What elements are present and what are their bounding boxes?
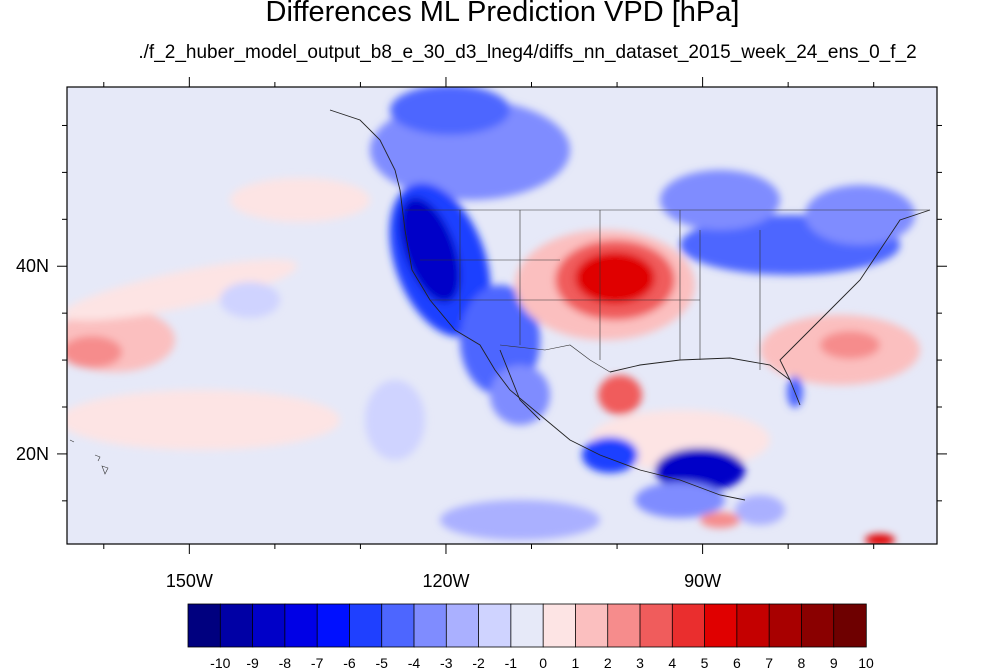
field-patch: [399, 197, 461, 303]
gulf-atlantic-coastline: [609, 209, 931, 406]
colorbar-swatch: [510, 603, 544, 648]
colorbar-label: -3: [440, 655, 453, 671]
chart-title: Differences ML Prediction VPD [hPa]: [265, 0, 740, 28]
us-mexico-border: [499, 344, 611, 373]
colorbar-label: -7: [311, 655, 324, 671]
colorbar-label: 2: [604, 655, 612, 671]
colorbar-swatch: [671, 603, 706, 648]
state-borders: [405, 209, 930, 373]
colorbar-label: 9: [830, 655, 838, 671]
hawaii-outline: [69, 439, 109, 475]
colorbar-label: -8: [279, 655, 292, 671]
colorbar-label: 3: [636, 655, 644, 671]
field-patch: [735, 495, 785, 525]
colorbar-label: 4: [668, 655, 676, 671]
baja-coastline: [499, 349, 541, 421]
plot-area: [67, 87, 937, 544]
field-patch: [390, 87, 510, 135]
x-tick-label: 150W: [166, 571, 213, 591]
pacific-coastline: [399, 189, 746, 501]
colorbar-label: -6: [343, 655, 356, 671]
field-patch: [365, 380, 425, 460]
field-patch: [230, 178, 370, 222]
field-patch: [660, 170, 780, 230]
state-lines: [420, 210, 761, 370]
field-patch: [440, 500, 600, 540]
chart-subtitle: ./f_2_huber_model_output_b8_e_30_d3_lneg…: [138, 42, 917, 63]
y-tick-label: 20N: [16, 444, 49, 464]
colorbar-swatch: [542, 603, 577, 648]
colorbar-label: -4: [408, 655, 421, 671]
field-patch: [635, 482, 725, 518]
colorbar-swatch: [413, 603, 447, 648]
colorbar-swatch: [607, 603, 641, 648]
colorbar-swatch: [349, 603, 383, 648]
field-patch: [490, 365, 550, 425]
field-patch: [67, 259, 298, 321]
field-patch: [655, 448, 745, 492]
colorbar-label: 1: [572, 655, 580, 671]
colorbar-label: 5: [701, 655, 709, 671]
alaska-bc-coastline: [329, 109, 401, 191]
colorbar-swatch: [575, 603, 609, 648]
colorbar-swatch: [187, 603, 221, 648]
colorbar-swatch: [316, 603, 351, 648]
colorbar-label: 7: [765, 655, 773, 671]
difference-field: [67, 87, 920, 544]
hawaii-islands: [69, 439, 109, 475]
colorbar-swatch: [381, 603, 415, 648]
x-tick-label: 90W: [684, 571, 721, 591]
colorbar-label: 0: [539, 655, 547, 671]
field-patch: [67, 336, 122, 368]
x-tick-label: 120W: [422, 571, 469, 591]
field-patch: [575, 252, 655, 304]
field-patch: [598, 375, 642, 415]
colorbar-swatch: [704, 603, 738, 648]
axis-ticks: 150W 120W 90W 20N 40N: [16, 77, 947, 591]
field-patch: [805, 185, 915, 245]
plot-frame: [66, 86, 938, 545]
y-tick-label: 40N: [16, 256, 49, 276]
colorbar: -10 -9 -8 -7 -6 -5 -4 -3 -2 -1 0 1 2 3 4 5 6 7 8 9 10: [187, 603, 874, 671]
colorbar-label: 10: [858, 655, 874, 671]
colorbar-swatch: [219, 603, 254, 648]
colorbar-swatch: [736, 603, 770, 648]
field-patch: [820, 331, 880, 359]
colorbar-label: -10: [210, 655, 230, 671]
colorbar-swatch: [445, 603, 480, 648]
field-patch: [865, 534, 895, 544]
colorbar-label: 8: [798, 655, 806, 671]
colorbar-swatch: [833, 603, 867, 648]
field-patch: [700, 512, 740, 528]
colorbar-swatch: [284, 603, 318, 648]
colorbar-label: -1: [505, 655, 518, 671]
colorbar-swatch: [252, 603, 286, 648]
colorbar-label: -5: [375, 655, 388, 671]
colorbar-label: -9: [246, 655, 259, 671]
colorbar-swatch: [639, 603, 673, 648]
field-patch: [582, 437, 638, 473]
colorbar-swatch: [768, 603, 803, 648]
colorbar-label: -2: [472, 655, 485, 671]
coastlines: [329, 109, 931, 501]
field-patch: [67, 390, 340, 450]
colorbar-swatch: [801, 603, 835, 648]
field-patch: [220, 282, 280, 318]
colorbar-label: 6: [733, 655, 741, 671]
colorbar-swatch: [478, 603, 512, 648]
